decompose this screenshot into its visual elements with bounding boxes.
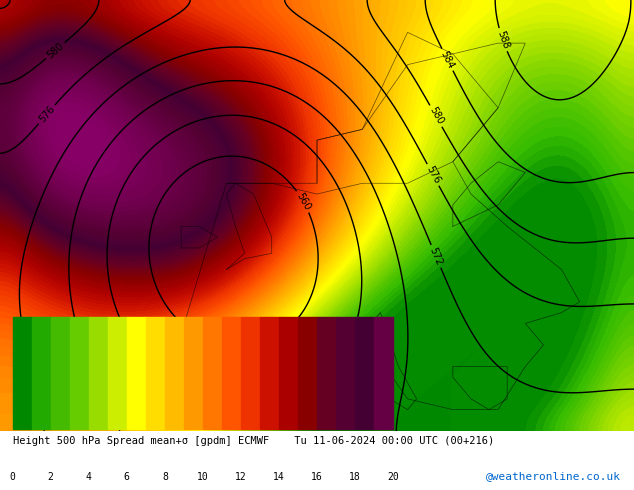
Text: @weatheronline.co.uk: @weatheronline.co.uk bbox=[486, 471, 621, 481]
Bar bbox=[222, 318, 241, 429]
Bar bbox=[298, 318, 317, 429]
Text: 4: 4 bbox=[86, 471, 92, 482]
Bar bbox=[203, 318, 222, 429]
Bar bbox=[260, 318, 279, 429]
Text: 20: 20 bbox=[387, 471, 399, 482]
Bar bbox=[51, 318, 70, 429]
Text: 12: 12 bbox=[235, 471, 247, 482]
Text: 6: 6 bbox=[124, 471, 130, 482]
Text: 564: 564 bbox=[189, 393, 210, 411]
Text: 568: 568 bbox=[98, 384, 115, 405]
Text: 18: 18 bbox=[349, 471, 361, 482]
Bar bbox=[355, 318, 374, 429]
Text: 0: 0 bbox=[10, 471, 16, 482]
Text: 560: 560 bbox=[294, 191, 312, 212]
Text: 10: 10 bbox=[197, 471, 209, 482]
Text: 576: 576 bbox=[37, 104, 56, 124]
Bar bbox=[108, 318, 127, 429]
Bar bbox=[165, 318, 184, 429]
Text: 14: 14 bbox=[273, 471, 285, 482]
Text: 2: 2 bbox=[48, 471, 54, 482]
Text: 580: 580 bbox=[45, 41, 65, 61]
Bar bbox=[241, 318, 260, 429]
Text: 572: 572 bbox=[428, 245, 444, 267]
Bar bbox=[127, 318, 146, 429]
Bar bbox=[279, 318, 298, 429]
Bar bbox=[317, 318, 336, 429]
Text: Height 500 hPa Spread mean+σ [gpdm] ECMWF    Tu 11-06-2024 00:00 UTC (00+216): Height 500 hPa Spread mean+σ [gpdm] ECMW… bbox=[13, 436, 494, 446]
Text: 8: 8 bbox=[162, 471, 168, 482]
Bar bbox=[336, 318, 355, 429]
Bar bbox=[146, 318, 165, 429]
Text: 580: 580 bbox=[427, 105, 445, 126]
Text: 584: 584 bbox=[439, 49, 456, 70]
Bar bbox=[32, 318, 51, 429]
Text: 588: 588 bbox=[495, 29, 510, 50]
Bar bbox=[374, 318, 393, 429]
Bar bbox=[184, 318, 203, 429]
Bar bbox=[70, 318, 89, 429]
Bar bbox=[89, 318, 108, 429]
Text: 576: 576 bbox=[424, 164, 442, 186]
Text: 16: 16 bbox=[311, 471, 323, 482]
Bar bbox=[13, 318, 32, 429]
